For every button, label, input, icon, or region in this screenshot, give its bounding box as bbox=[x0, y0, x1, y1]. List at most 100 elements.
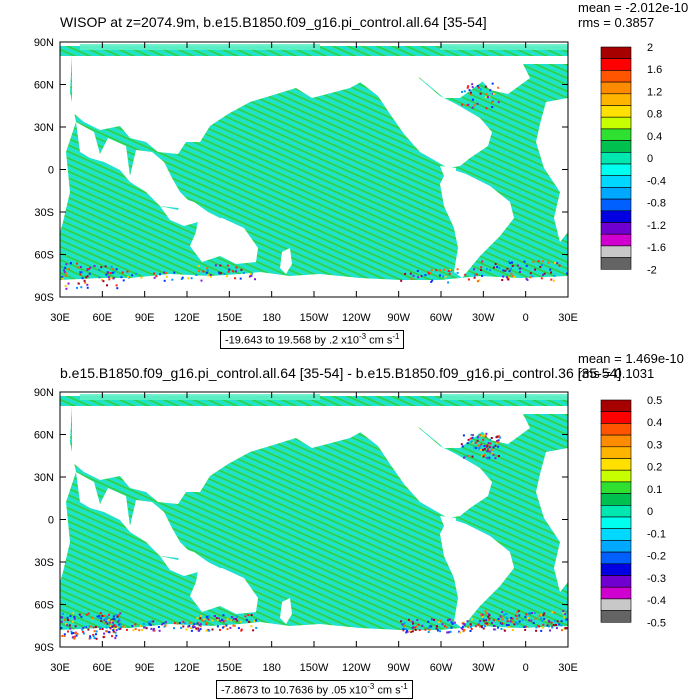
panel-2-arctic-band bbox=[80, 394, 320, 400]
panel-1-lon-label: 0 bbox=[523, 312, 529, 324]
panel-1-colorbar-label: -0.8 bbox=[647, 198, 666, 210]
panel-1-land-mass bbox=[60, 272, 568, 297]
panel-1-lon-label: 30W bbox=[472, 312, 495, 324]
panel-1-colorbar-swatch bbox=[600, 140, 632, 153]
panel-2-lon-label: 60W bbox=[430, 662, 453, 674]
panel-2-land-mass bbox=[536, 448, 568, 592]
panel-2-colorbar-swatch bbox=[600, 481, 632, 494]
panel-1-title: WISOP at z=2074.9m, b.e15.B1850.f09_g16.… bbox=[60, 14, 487, 30]
panel-1-land-mass bbox=[536, 98, 568, 242]
panel-1-colorbar-swatch bbox=[600, 46, 632, 59]
panel-2-lat-label: 30S bbox=[34, 557, 54, 569]
panel-2-lon-label: 180 bbox=[262, 662, 280, 674]
panel-1-colorbar-label: 1.2 bbox=[647, 86, 662, 98]
panel-1-lon-label: 30E bbox=[50, 312, 70, 324]
panel-2-lon-label: 30E bbox=[50, 662, 70, 674]
panel-2-colorbar-swatch bbox=[600, 446, 632, 459]
panel-1-lon-label: 150W bbox=[300, 312, 329, 324]
panel-1-colorbar-label: -2 bbox=[647, 264, 657, 276]
panel-1-stats: mean = -2.012e-10 rms = 0.3857 bbox=[578, 0, 688, 30]
panel-1-range-label: -19.643 to 19.568 by .2 x10-3 cm s-1 bbox=[220, 330, 405, 349]
panel-2-land-mass bbox=[190, 568, 258, 614]
panel-1-lon-label: 90W bbox=[387, 312, 410, 324]
panel-1-colorbar-label: -0.4 bbox=[647, 175, 666, 187]
panel-2-colorbar-label: 0 bbox=[647, 506, 653, 518]
panel-1-rms: rms = 0.3857 bbox=[578, 15, 655, 30]
panel-2-land-mass bbox=[60, 406, 76, 582]
panel-2-colorbar-label: -0.1 bbox=[647, 528, 666, 540]
panel-2-lon-label: 150E bbox=[216, 662, 242, 674]
panel-1-land-mass bbox=[60, 56, 76, 232]
panel-2-colorbar-swatch bbox=[600, 399, 632, 412]
panel-1-colorbar-swatch bbox=[600, 152, 632, 165]
panel-2-mean: mean = 1.469e-10 bbox=[578, 351, 684, 366]
panel-2-colorbar-label: 0.5 bbox=[647, 395, 662, 407]
panel-1-colorbar-label: -1.2 bbox=[647, 220, 666, 232]
panel-1-lat-label: 60S bbox=[34, 250, 54, 262]
panel-1-lon-label: 90E bbox=[135, 312, 155, 324]
panel-2-colorbar-swatch bbox=[600, 540, 632, 553]
panel-1-range-unit: cm s bbox=[366, 334, 393, 347]
panel-2-range-label: -7.8673 to 10.7636 by .05 x10-3 cm s-1 bbox=[216, 680, 413, 699]
panel-2-colorbar-swatch bbox=[600, 575, 632, 588]
panel-2-land-mass bbox=[440, 518, 514, 628]
panel-2-colorbar-swatch bbox=[600, 423, 632, 436]
panel-1-land-mass bbox=[440, 166, 456, 176]
panel-1-colorbar-label: 0.8 bbox=[647, 109, 662, 121]
panel-2-stats: mean = 1.469e-10 rms = 0.1031 bbox=[578, 351, 684, 381]
panel-1-land-mass bbox=[76, 122, 196, 214]
panel-1-lon-label: 120W bbox=[342, 312, 371, 324]
panel-1-colorbar-swatch bbox=[600, 233, 632, 247]
panel-1-colorbar-label: 2 bbox=[647, 42, 653, 54]
panel-2-colorbar-label: -0.3 bbox=[647, 573, 666, 585]
panel-2-range-unit-exp: -1 bbox=[400, 682, 408, 691]
panel-1-land-mass bbox=[330, 58, 492, 168]
panel-2-colorbar-swatch bbox=[600, 493, 632, 506]
panel-2-colorbar-swatch bbox=[600, 505, 632, 518]
panel-1-colorbar-swatch bbox=[600, 198, 632, 212]
panel-2-lat-label: 30N bbox=[34, 472, 54, 484]
panel-2-lon-label: 60E bbox=[93, 662, 113, 674]
panel-2-land-mass bbox=[160, 548, 220, 576]
panel-1-lon-label: 120E bbox=[174, 312, 200, 324]
panel-2-lon-label: 90E bbox=[135, 662, 155, 674]
panel-2-title: b.e15.B1850.f09_g16.pi_control.all.64 [3… bbox=[60, 365, 621, 381]
panel-1-arctic-band bbox=[80, 44, 320, 50]
panel-2-land-mass bbox=[466, 408, 530, 444]
panel-1-lon-label: 60E bbox=[93, 312, 113, 324]
panel-2-land-mass bbox=[280, 598, 292, 624]
panel-1-land-mass bbox=[190, 218, 258, 264]
panel-1-colorbar-swatch bbox=[600, 81, 632, 95]
panel-2-lat-label: 90S bbox=[34, 642, 54, 654]
panel-2-colorbar-label: 0.4 bbox=[647, 417, 662, 429]
panel-2-lon-label: 30W bbox=[472, 662, 495, 674]
panel-1-lat-label: 30S bbox=[34, 207, 54, 219]
panel-1-lat-label: 60N bbox=[34, 80, 54, 92]
panel-1-colorbar-swatch bbox=[600, 245, 632, 258]
panel-2-range-unit: cm s bbox=[374, 684, 401, 697]
panel-2-land-mass bbox=[440, 516, 456, 526]
panel-2-rms: rms = 0.1031 bbox=[578, 366, 655, 381]
panel-2-colorbar-swatch bbox=[600, 458, 632, 471]
panel-1-land-mass bbox=[440, 168, 514, 278]
panel-1-colorbar-swatch bbox=[600, 70, 632, 83]
panel-1-lat-label: 90S bbox=[34, 292, 54, 304]
panel-1-land-mass bbox=[280, 248, 292, 274]
panel-2-lon-label: 90W bbox=[387, 662, 410, 674]
panel-2-colorbar-swatch bbox=[600, 528, 632, 541]
panel-1-colorbar-label: -1.6 bbox=[647, 242, 666, 254]
panel-1-lat-label: 30N bbox=[34, 122, 54, 134]
panel-2-colorbar-label: 0.3 bbox=[647, 439, 662, 451]
panel-1-colorbar-swatch bbox=[600, 93, 632, 106]
panel-2-lon-label: 150W bbox=[300, 662, 329, 674]
panel-2-range-exp: -3 bbox=[367, 682, 375, 691]
panel-1-colorbar-swatch bbox=[600, 210, 632, 223]
panel-2-land-mass bbox=[60, 406, 568, 504]
panel-2-map: b.e15.B1850.f09_g16.pi_control.all.64 [3… bbox=[34, 365, 666, 674]
panel-2-lon-label: 120W bbox=[342, 662, 371, 674]
panel-2-lat-label: 60N bbox=[34, 430, 54, 442]
panel-2-range-text: -7.8673 to 10.7636 by .05 x10 bbox=[221, 684, 368, 697]
panel-1-land-mass bbox=[60, 56, 568, 154]
panel-1-colorbar-swatch bbox=[600, 58, 632, 71]
panel-2-land-mass bbox=[330, 408, 492, 518]
